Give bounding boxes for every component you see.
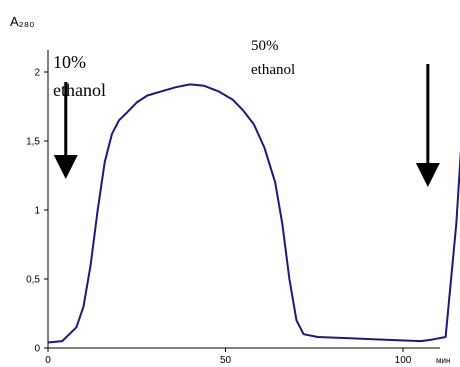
y-ticks: 0 0,5 1 1,5 2 [26, 68, 48, 355]
y-tick-label: 2 [34, 68, 40, 79]
y-tick-label: 1 [34, 206, 40, 217]
y-axis-label: A₂₈₀ [10, 14, 35, 29]
annotation-arrow-1-head [53, 155, 78, 179]
x-tick-label: 100 [395, 355, 412, 366]
annotation-label-1-line1: 10% [53, 52, 86, 72]
axes [47, 50, 440, 349]
y-tick-label: 0 [34, 344, 40, 355]
annotation-arrow-2-head [415, 163, 440, 187]
annotations: 10% ethanol 50% ethanol [53, 38, 440, 187]
x-tick-label: 50 [220, 355, 232, 366]
x-axis-label: мин [436, 356, 450, 365]
annotation-label-1-line2: ethanol [53, 80, 106, 100]
annotation-label-2-line1: 50% [251, 38, 279, 54]
y-tick-label: 0,5 [26, 275, 40, 286]
series-line [47, 83, 460, 344]
x-tick-label: 0 [45, 355, 51, 366]
x-ticks: 050100150 [45, 348, 412, 366]
annotation-label-2-line2: ethanol [251, 62, 295, 78]
y-tick-label: 1,5 [26, 137, 40, 148]
